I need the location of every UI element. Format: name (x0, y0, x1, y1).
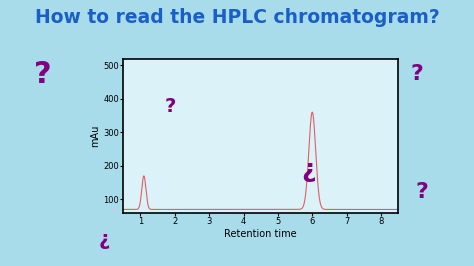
Text: ?: ? (165, 97, 176, 116)
Text: ¿: ¿ (301, 158, 315, 182)
Text: ¿: ¿ (99, 230, 110, 249)
Text: How to read the HPLC chromatogram?: How to read the HPLC chromatogram? (35, 8, 439, 27)
Text: ?: ? (410, 64, 424, 85)
X-axis label: Retention time: Retention time (224, 229, 297, 239)
Text: ?: ? (34, 60, 52, 89)
Text: ?: ? (415, 181, 428, 202)
Y-axis label: mAu: mAu (91, 124, 100, 147)
